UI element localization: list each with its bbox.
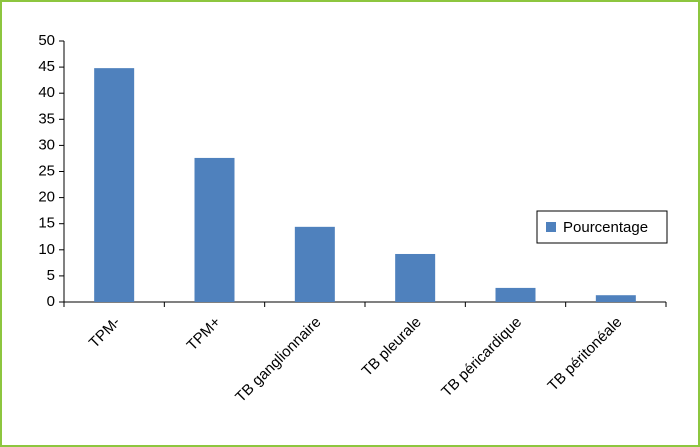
- legend-swatch: [546, 222, 556, 232]
- y-tick-label: 10: [38, 241, 55, 258]
- y-tick-label: 20: [38, 189, 55, 206]
- y-tick-label: 35: [38, 110, 55, 127]
- y-tick-label: 25: [38, 162, 55, 179]
- legend-box: [536, 210, 668, 244]
- bar: [194, 157, 235, 302]
- y-tick-label: 5: [47, 267, 55, 284]
- y-tick-label: 30: [38, 136, 55, 153]
- bar: [595, 295, 636, 302]
- legend-label: Pourcentage: [563, 219, 648, 236]
- y-tick-label: 0: [47, 293, 55, 310]
- bar: [294, 226, 335, 302]
- y-tick-label: 15: [38, 215, 55, 232]
- y-tick-label: 40: [38, 84, 55, 101]
- y-tick-label: 50: [38, 32, 55, 49]
- y-tick-label: 45: [38, 58, 55, 75]
- bar: [94, 68, 135, 302]
- bar: [495, 287, 536, 302]
- bar: [395, 253, 436, 302]
